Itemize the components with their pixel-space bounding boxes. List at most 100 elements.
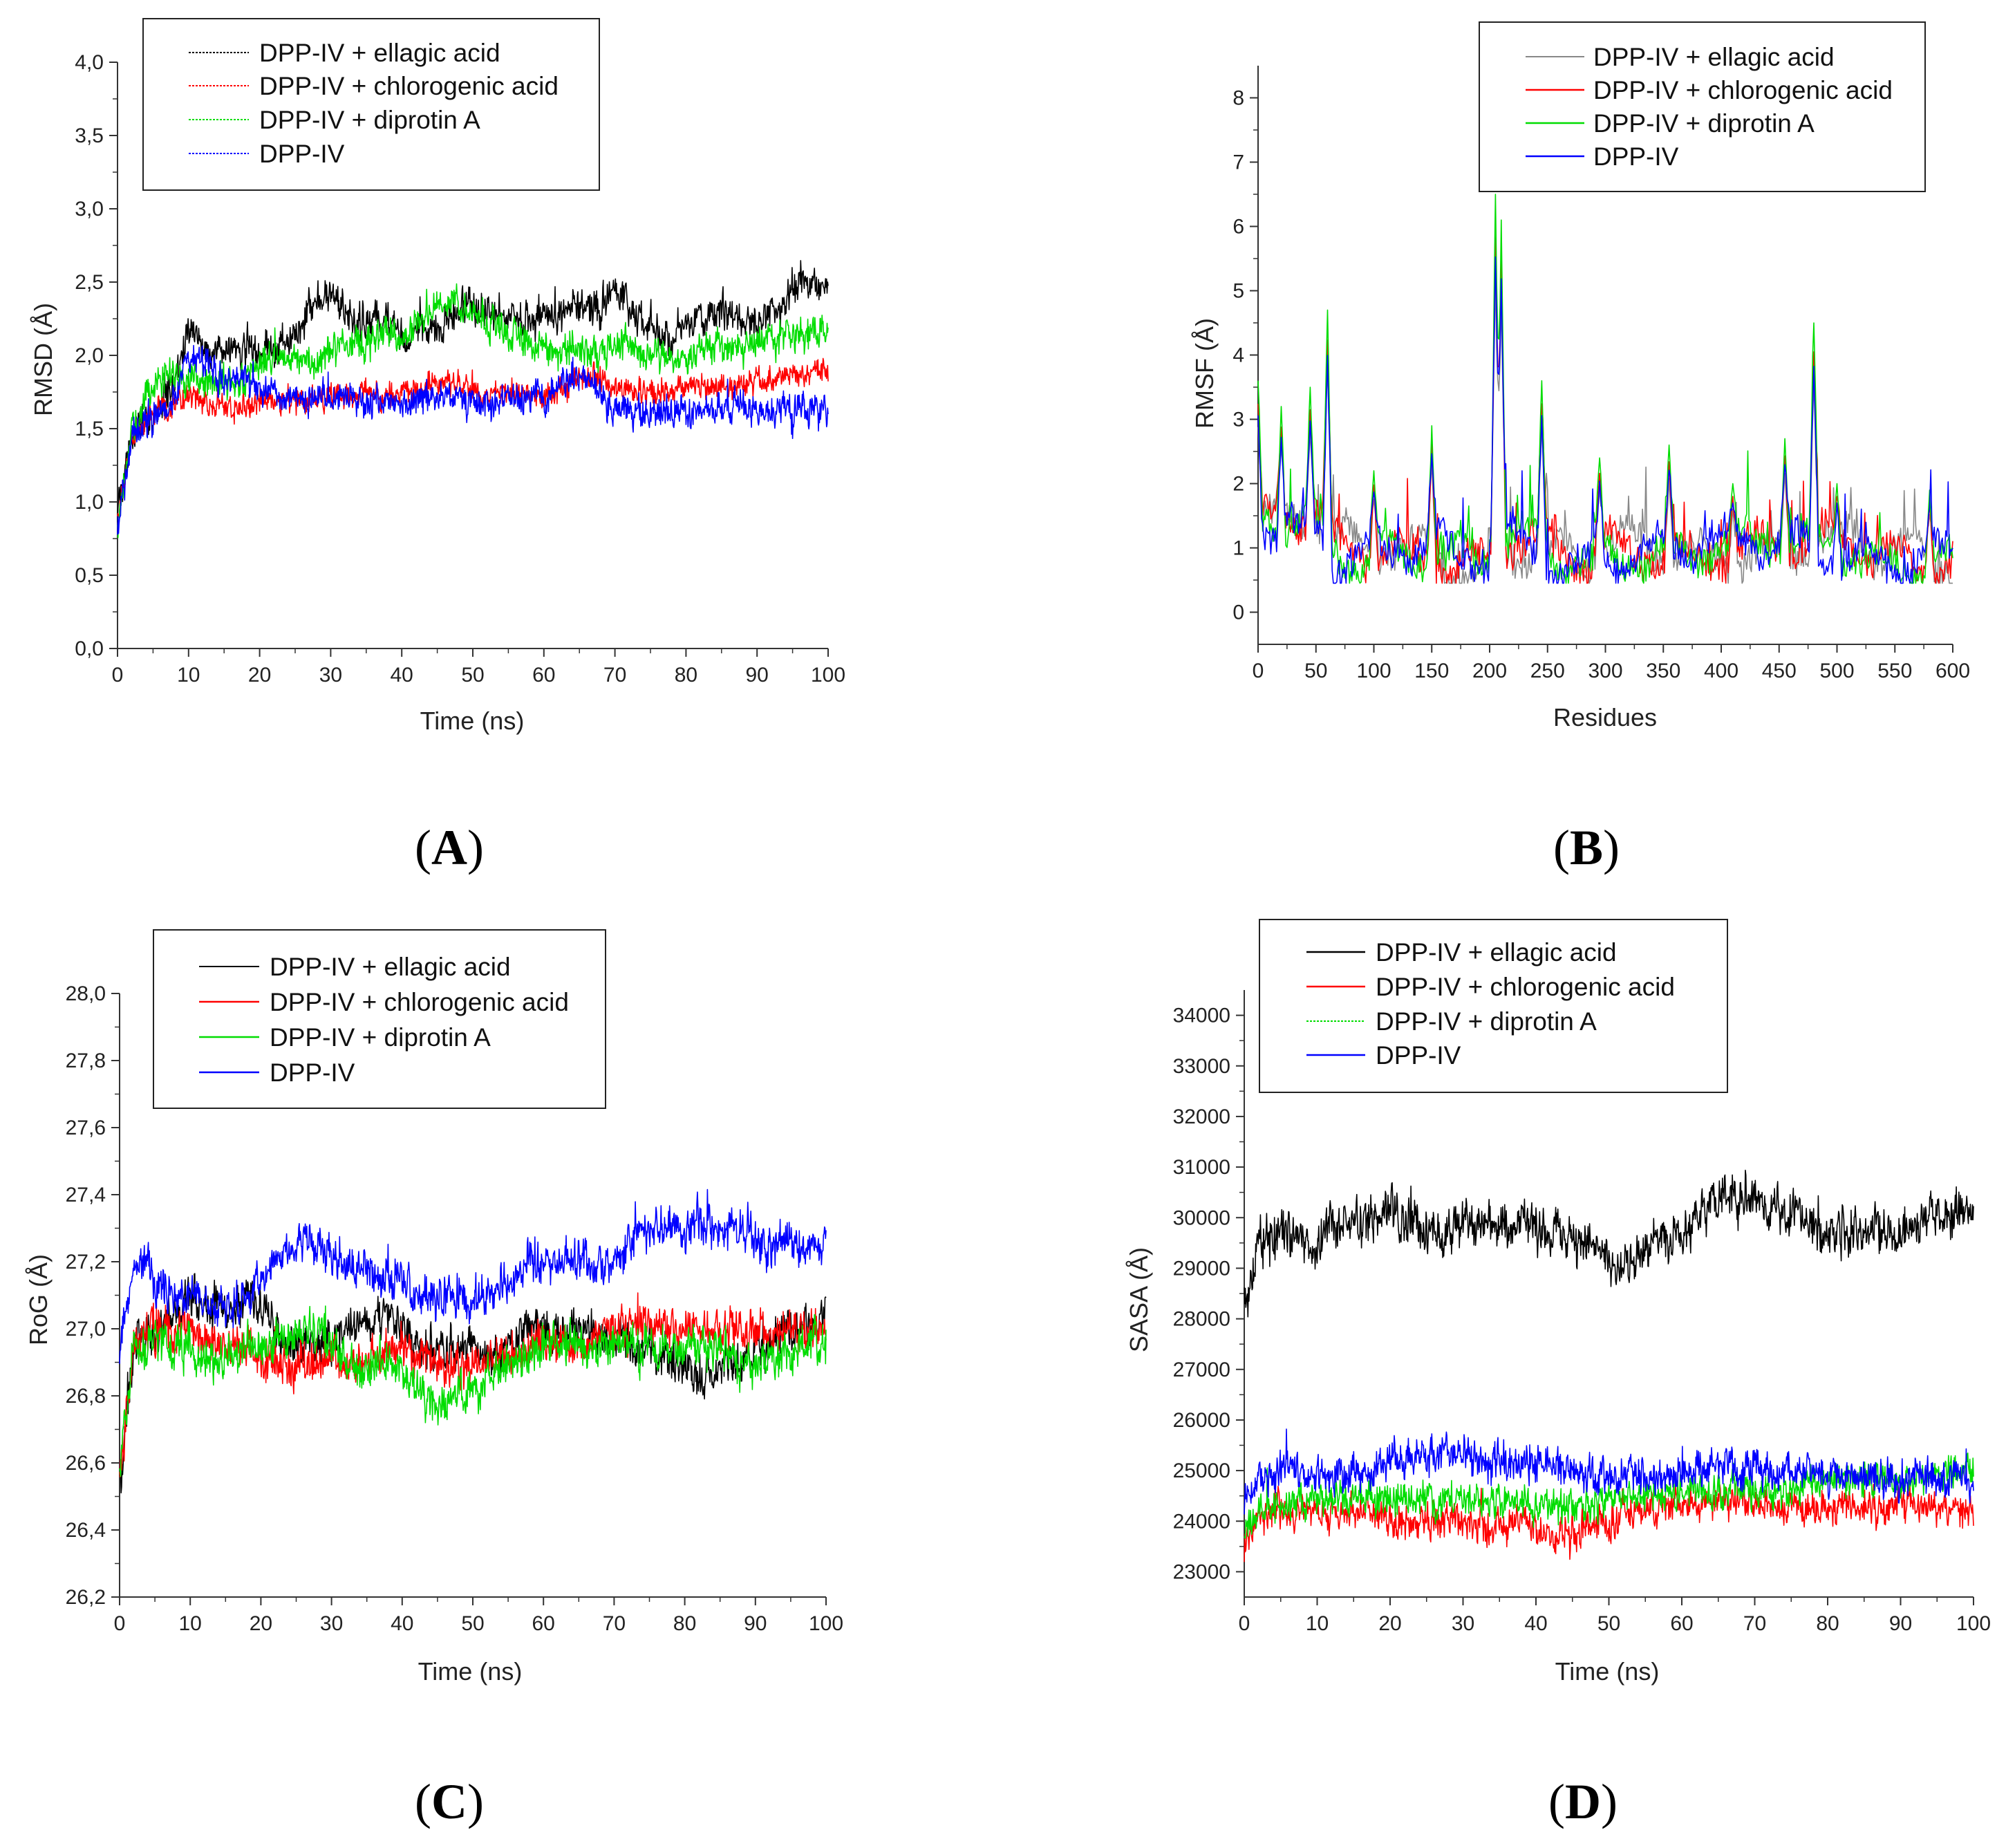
x-tick-label: 350 [1646,660,1680,682]
panel-b-x-axis-title: Residues [1553,703,1657,731]
x-tick-label: 90 [746,664,769,687]
x-tick-label: 20 [250,1612,272,1635]
x-tick-label: 300 [1588,660,1622,682]
x-tick-label: 0 [114,1612,126,1635]
x-tick-label: 100 [1956,1612,1991,1635]
y-tick-label: 27,8 [66,1049,106,1072]
panel-b-label-close: ) [1603,820,1620,875]
y-tick-label: 5 [1232,280,1244,303]
panel-a-x-axis-title: Time (ns) [420,707,525,735]
panel-a-legend-label-0: DPP-IV + ellagic acid [259,39,500,67]
y-tick-label: 2 [1232,473,1244,496]
panel-b-legend-label-0: DPP-IV + ellagic acid [1593,43,1835,71]
x-tick-label: 0 [1239,1612,1250,1635]
x-tick-label: 50 [461,1612,484,1635]
panel-d-legend: DPP-IV + ellagic acid DPP-IV + chlorogen… [1259,919,1728,1093]
x-tick-label: 400 [1704,660,1738,682]
panel-d-label-open: ( [1548,1774,1565,1829]
y-tick-label: 3 [1232,409,1244,431]
x-tick-label: 550 [1877,660,1912,682]
y-tick-label: 3,0 [75,198,104,221]
y-tick-label: 23000 [1173,1560,1230,1583]
panel-a-label: (A) [415,820,484,875]
y-tick-label: 4,0 [75,51,104,74]
x-tick-label: 10 [1306,1612,1329,1635]
y-tick-label: 4 [1232,344,1244,367]
y-tick-label: 27000 [1173,1359,1230,1381]
series-line-dpp-iv-diprotin-a [1257,194,1953,584]
y-tick-label: 25000 [1173,1459,1230,1482]
y-tick-label: 0,0 [75,637,104,660]
panel-d-legend-label-3: DPP-IV [1376,1041,1461,1070]
x-tick-label: 20 [1378,1612,1401,1635]
panel-b-plot-area: 0 50 100 150 200 250 300 350 400 450 500 550 600 0 1 2 3… [1232,66,1970,682]
y-tick-label: 34000 [1173,1005,1230,1027]
panel-c-legend-label-1: DPP-IV + chlorogenic acid [270,988,569,1016]
y-tick-label: 28,0 [66,982,106,1005]
x-tick-label: 90 [744,1612,767,1635]
x-tick-label: 20 [248,664,271,687]
x-tick-label: 500 [1819,660,1854,682]
y-tick-label: 26,8 [66,1385,106,1408]
y-tick-label: 3,5 [75,124,104,147]
x-tick-label: 0 [112,664,124,687]
x-tick-label: 600 [1935,660,1970,682]
x-tick-label: 30 [1452,1612,1474,1635]
y-tick-label: 26,6 [66,1452,106,1475]
y-tick-label: 2,0 [75,344,104,367]
y-tick-label: 7 [1232,151,1244,174]
series-line-dpp-iv-ellagic-acid [1244,1169,1974,1318]
x-tick-label: 40 [391,664,413,687]
panel-a-legend-label-2: DPP-IV + diprotin A [259,106,480,134]
y-tick-label: 31000 [1173,1156,1230,1179]
panel-d-label-letter: D [1565,1774,1601,1829]
y-tick-label: 1,0 [75,491,104,514]
x-tick-label: 250 [1530,660,1565,682]
series-line-dpp-iv-chlorogenic-acid [119,1292,827,1477]
x-tick-label: 60 [532,1612,555,1635]
panel-d-legend-box [1259,919,1728,1093]
panel-c-legend: DPP-IV + ellagic acid DPP-IV + chlorogen… [153,929,606,1109]
y-tick-label: 27,6 [66,1117,106,1139]
panel-a-label-letter: A [431,820,467,875]
x-tick-label: 70 [1743,1612,1766,1635]
panel-d-legend-label-0: DPP-IV + ellagic acid [1376,938,1617,967]
panel-a-label-close: ) [467,820,484,875]
x-tick-label: 70 [603,664,626,687]
panel-b-legend-box [1479,21,1926,192]
x-tick-label: 50 [461,664,484,687]
series-line-dpp-iv [1257,256,1953,584]
x-tick-label: 150 [1414,660,1449,682]
x-tick-label: 60 [1670,1612,1693,1635]
panel-a-legend-box [142,18,600,191]
y-tick-label: 32000 [1173,1105,1230,1128]
y-tick-label: 28000 [1173,1308,1230,1331]
panel-d-legend-label-2: DPP-IV + diprotin A [1376,1007,1597,1036]
series-line-dpp-iv-chlorogenic-acid [117,357,829,518]
panel-b-legend-label-2: DPP-IV + diprotin A [1593,109,1815,138]
panel-a-legend: DPP-IV + ellagic acid DPP-IV + chlorogen… [142,18,600,191]
x-tick-label: 100 [809,1612,843,1635]
x-tick-label: 100 [1356,660,1391,682]
x-tick-label: 90 [1889,1612,1912,1635]
y-tick-label: 0,5 [75,564,104,587]
x-tick-label: 200 [1472,660,1507,682]
panel-a-plot-area: 0 10 20 30 40 50 60 70 80 90 100 0,0 0,5 1,0 1,5 2,0 2,5… [75,51,845,687]
x-tick-label: 450 [1762,660,1797,682]
y-tick-label: 24000 [1173,1510,1230,1533]
x-tick-label: 80 [673,1612,696,1635]
panel-a-rmsd-chart: 0 10 20 30 40 50 60 70 80 90 100 0,0 0,5 1,0 1,5 2,0 2,5… [29,18,845,875]
x-tick-label: 60 [532,664,555,687]
x-tick-label: 80 [1816,1612,1839,1635]
x-tick-label: 40 [1524,1612,1547,1635]
y-tick-label: 26,4 [66,1519,106,1542]
panel-c-rog-chart: 0 10 20 30 40 50 60 70 80 90 100 26,2 26,4 26,6 26,8 27… [24,929,843,1829]
y-tick-label: 29000 [1173,1257,1230,1280]
panel-c-legend-box [153,929,606,1109]
panel-b-legend-label-3: DPP-IV [1593,142,1679,171]
series-line-dpp-iv-chlorogenic-acid [1257,235,1953,584]
panel-b-legend: DPP-IV + ellagic acid DPP-IV + chlorogen… [1479,21,1926,192]
panel-d-label: (D) [1548,1774,1618,1829]
panel-a-label-open: ( [415,820,431,875]
panel-c-legend-label-3: DPP-IV [270,1058,355,1087]
